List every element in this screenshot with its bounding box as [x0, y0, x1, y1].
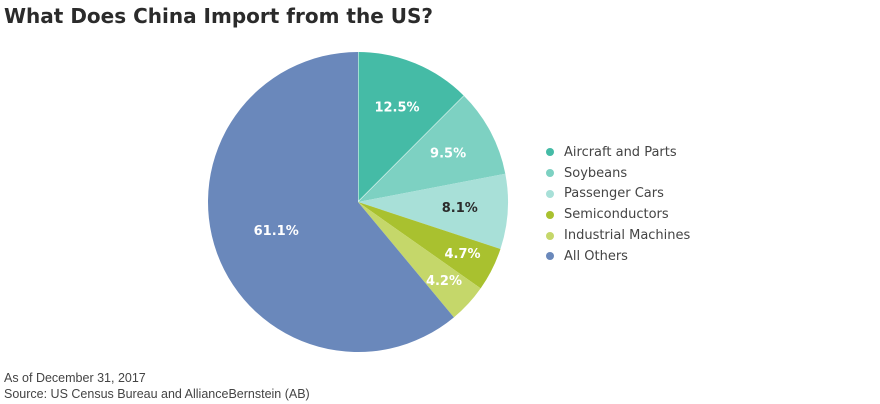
legend-label-industrial-machines: Industrial Machines — [564, 228, 691, 244]
legend-swatch-industrial-machines — [546, 231, 554, 240]
pie-slice-semiconductors — [358, 202, 501, 289]
legend-label-soybeans: Soybeans — [564, 165, 628, 181]
legend-label-semiconductors: Semiconductors — [564, 207, 669, 223]
footnote-source: Source: US Census Bureau and AllianceBer… — [4, 387, 310, 401]
legend-item-passenger-cars: Passenger Cars — [546, 184, 690, 205]
slice-label-passenger-cars: 8.1% — [442, 201, 478, 216]
legend-swatch-semiconductors — [546, 210, 554, 219]
legend-label-all-others: All Others — [564, 248, 628, 264]
chart-title: What Does China Import from the US? — [4, 4, 433, 28]
slice-label-aircraft-and-parts: 12.5% — [374, 100, 419, 115]
footnote-date: As of December 31, 2017 — [4, 371, 146, 385]
pie-slice-passenger-cars — [358, 173, 508, 249]
legend-label-aircraft-and-parts: Aircraft and Parts — [564, 144, 677, 160]
chart-legend: Aircraft and Parts Soybeans Passenger Cars… — [546, 142, 690, 267]
pie-slice-aircraft-and-parts — [358, 52, 464, 202]
legend-label-passenger-cars: Passenger Cars — [564, 186, 664, 202]
slice-label-soybeans: 9.5% — [430, 147, 466, 162]
legend-swatch-all-others — [546, 252, 554, 261]
legend-item-aircraft-and-parts: Aircraft and Parts — [546, 142, 690, 163]
legend-item-soybeans: Soybeans — [546, 163, 690, 184]
pie-slice-all-others — [208, 52, 454, 352]
slice-label-semiconductors: 4.7% — [444, 247, 480, 262]
pie-slice-soybeans — [358, 95, 506, 202]
legend-item-all-others: All Others — [546, 246, 690, 267]
legend-swatch-passenger-cars — [546, 189, 554, 198]
pie-slice-industrial-machines — [358, 202, 481, 318]
legend-item-semiconductors: Semiconductors — [546, 204, 690, 225]
legend-item-industrial-machines: Industrial Machines — [546, 225, 690, 246]
slice-label-all-others: 61.1% — [254, 224, 299, 239]
legend-swatch-soybeans — [546, 169, 554, 178]
slice-label-industrial-machines: 4.2% — [426, 274, 462, 289]
legend-swatch-aircraft-and-parts — [546, 148, 554, 157]
